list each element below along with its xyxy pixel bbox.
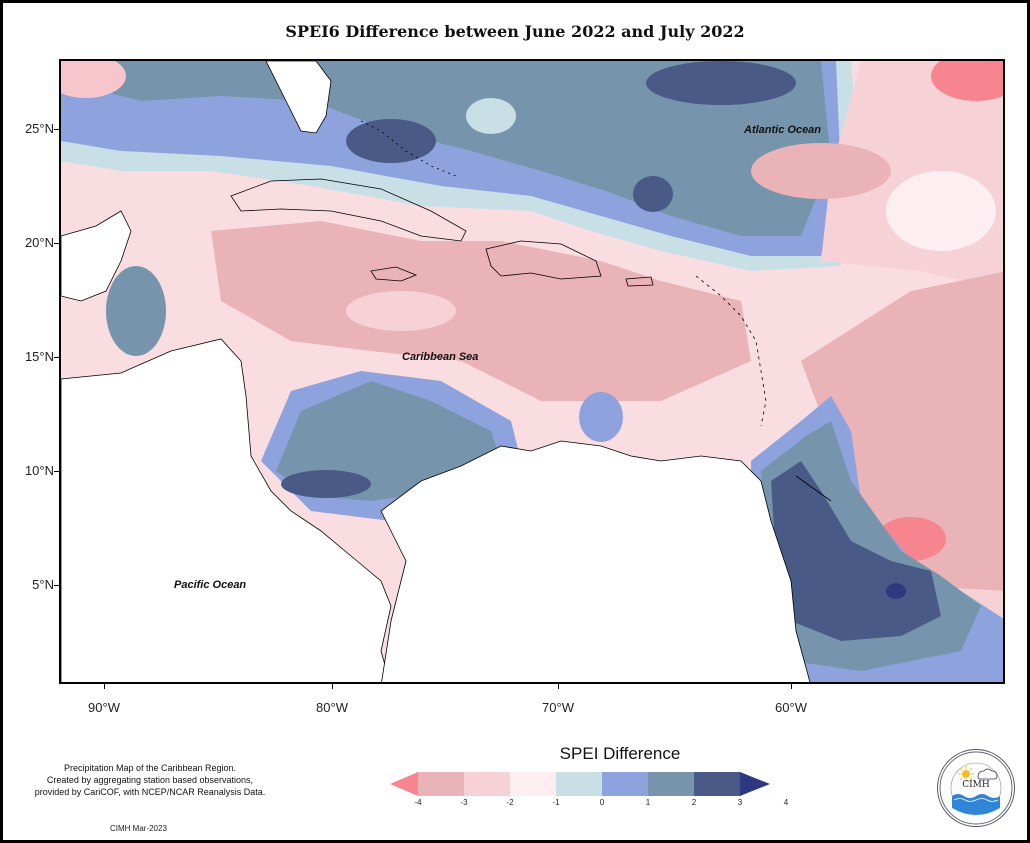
bahamas-dark-cell bbox=[346, 119, 436, 163]
central-light bbox=[346, 291, 456, 331]
lat-tick-20n: 20°N bbox=[24, 235, 54, 250]
credit-date: CIMH Mar-2023 bbox=[110, 824, 167, 833]
lat-tickmark bbox=[54, 129, 59, 130]
map-area: Atlantic Ocean Caribbean Sea Pacific Oce… bbox=[59, 59, 1005, 684]
lon-tick-70w: 70°W bbox=[542, 700, 574, 715]
map-title: SPEI6 Difference between June 2022 and J… bbox=[285, 22, 745, 41]
lat-tickmark bbox=[54, 243, 59, 244]
legend-tick-label: 0 bbox=[599, 798, 605, 807]
guyana-suriname-overlay bbox=[795, 475, 832, 502]
cimh-logo: CIMH bbox=[937, 749, 1015, 827]
legend-swatch bbox=[648, 772, 694, 796]
legend-swatch bbox=[694, 772, 740, 796]
sun-icon bbox=[958, 766, 974, 782]
label-atlantic-ocean: Atlantic Ocean bbox=[744, 124, 822, 136]
lat-tickmark bbox=[54, 471, 59, 472]
legend-tick-label: -4 bbox=[414, 798, 422, 807]
central-pink bbox=[211, 221, 751, 401]
puerto-rico-outline bbox=[625, 276, 654, 287]
legend-swatch bbox=[464, 772, 510, 796]
legend-tick-label: 3 bbox=[737, 798, 743, 807]
lon-tick-90w: 90°W bbox=[88, 700, 120, 715]
atlantic-light-cell bbox=[466, 98, 516, 134]
credit-note: Precipitation Map of the Caribbean Regio… bbox=[10, 762, 290, 798]
jamaica-outline bbox=[370, 266, 418, 282]
atlantic-dark-cell bbox=[633, 176, 673, 212]
hispaniola-outline bbox=[485, 240, 602, 280]
legend-tick-label: 4 bbox=[783, 798, 789, 807]
lon-tick-80w: 80°W bbox=[316, 700, 348, 715]
south-america-land bbox=[380, 440, 811, 682]
lat-tick-5n: 5°N bbox=[32, 577, 54, 592]
lat-tickmark bbox=[54, 357, 59, 358]
label-pacific-ocean: Pacific Ocean bbox=[174, 579, 247, 591]
cimh-logo-graphic bbox=[939, 751, 1013, 825]
legend-tick-label: -2 bbox=[506, 798, 514, 807]
credit-line-2: Created by aggregating station based obs… bbox=[46, 775, 254, 785]
lon-tickmark bbox=[791, 684, 792, 689]
lat-tick-10n: 10°N bbox=[24, 463, 54, 478]
credit-line-3: provided by CariCOF, with NCEP/NCAR Rean… bbox=[34, 787, 266, 797]
legend-swatch bbox=[602, 772, 648, 796]
north-dark-cell bbox=[646, 61, 796, 105]
bahamas-outline bbox=[360, 120, 457, 177]
legend-swatch bbox=[418, 772, 464, 796]
lat-tick-15n: 15°N bbox=[24, 349, 54, 364]
east-dry-zone bbox=[801, 271, 1003, 591]
east-med-pink bbox=[751, 143, 891, 199]
logo-abbr: CIMH bbox=[962, 780, 990, 790]
east-white bbox=[886, 171, 996, 251]
guiana-core bbox=[886, 583, 906, 599]
spei-field bbox=[61, 61, 1003, 682]
sw-dark-lobe bbox=[281, 470, 371, 498]
legend-tick-label: 2 bbox=[691, 798, 697, 807]
lat-tick-25n: 25°N bbox=[24, 121, 54, 136]
cloud-icon bbox=[977, 768, 998, 780]
credit-line-1: Precipitation Map of the Caribbean Regio… bbox=[63, 763, 237, 773]
trinidad-blue bbox=[579, 392, 623, 442]
gulf-honduras-slate bbox=[106, 266, 166, 356]
lat-tickmark bbox=[54, 585, 59, 586]
legend-tick-label: -1 bbox=[552, 798, 560, 807]
label-caribbean-sea: Caribbean Sea bbox=[402, 351, 479, 363]
legend-tick-label: -3 bbox=[460, 798, 468, 807]
legend-arrow-low bbox=[390, 772, 418, 796]
legend-colorbar bbox=[390, 772, 770, 796]
cuba-outline bbox=[230, 178, 467, 242]
lon-tickmark bbox=[332, 684, 333, 689]
nw-pink bbox=[61, 61, 126, 98]
legend-arrow-high bbox=[740, 772, 770, 796]
legend-title: SPEI Difference bbox=[559, 744, 681, 763]
legend-swatch bbox=[556, 772, 602, 796]
legend-tick-label: 1 bbox=[645, 798, 651, 807]
waves-icon bbox=[952, 794, 1000, 815]
lon-tickmark bbox=[104, 684, 105, 689]
florida-land bbox=[265, 61, 332, 134]
ne-red bbox=[931, 61, 1003, 101]
lon-tickmark bbox=[558, 684, 559, 689]
legend-swatch bbox=[510, 772, 556, 796]
yucatan-land bbox=[61, 210, 132, 302]
lon-tick-60w: 60°W bbox=[775, 700, 807, 715]
